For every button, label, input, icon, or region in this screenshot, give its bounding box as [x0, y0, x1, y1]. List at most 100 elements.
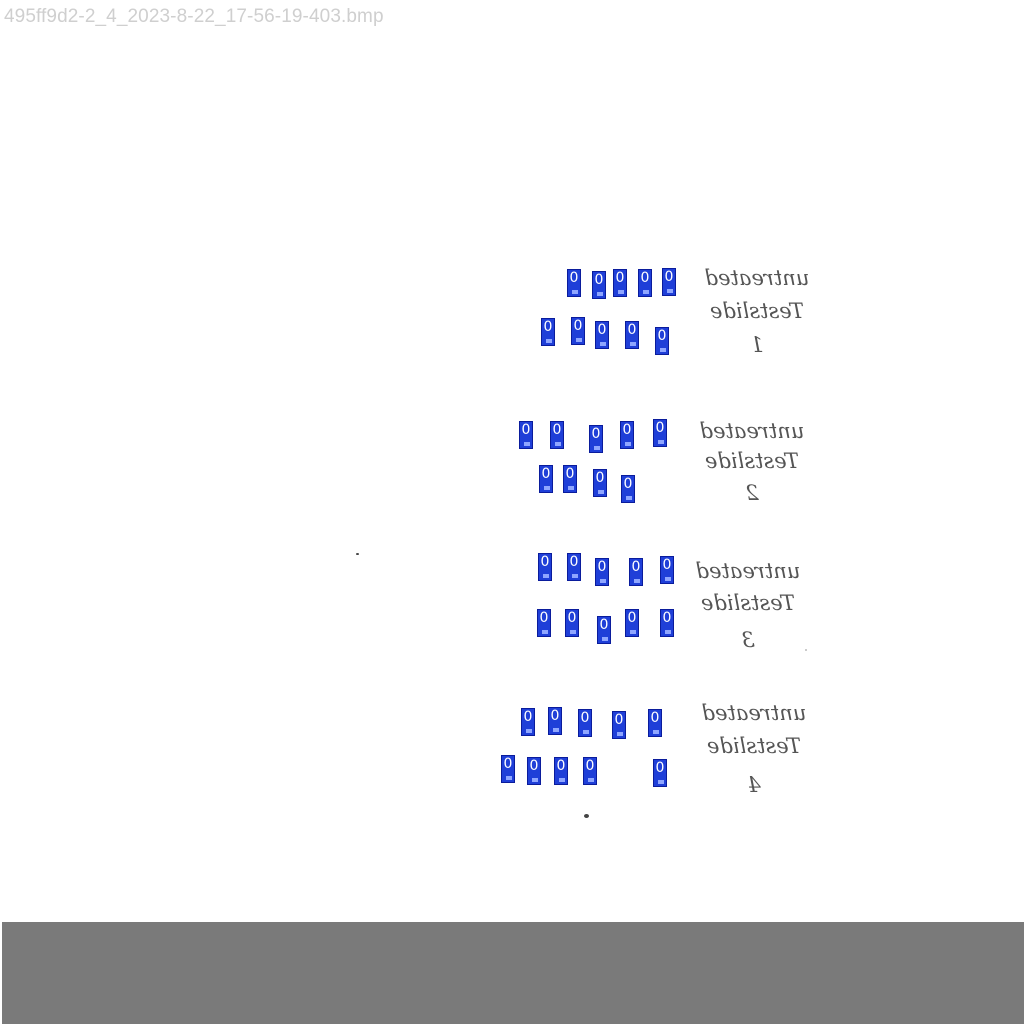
- detection-label: 0: [631, 559, 641, 575]
- detection-marker: [572, 574, 578, 578]
- detection-box: 0: [583, 757, 597, 785]
- handwritten-label-4-line-2: Testslide: [707, 734, 801, 758]
- detection-label: 0: [529, 758, 539, 774]
- detection-label: 0: [503, 756, 513, 772]
- detection-marker: [559, 778, 565, 782]
- detection-label: 0: [664, 269, 674, 285]
- detection-box: 0: [538, 553, 552, 581]
- detection-marker: [570, 630, 576, 634]
- detection-label: 0: [640, 270, 650, 286]
- detection-marker: [630, 342, 636, 346]
- detection-marker: [600, 342, 606, 346]
- detection-marker: [598, 490, 604, 494]
- detection-label: 0: [580, 710, 590, 726]
- detection-marker: [572, 290, 578, 294]
- detection-label: 0: [550, 708, 560, 724]
- handwritten-label-3-line-1: untreated: [696, 559, 801, 583]
- detection-label: 0: [614, 712, 624, 728]
- detection-box: 0: [589, 425, 603, 453]
- detection-marker: [617, 732, 623, 736]
- detection-label: 0: [657, 328, 667, 344]
- handwritten-label-2-line-1: untreated: [700, 419, 805, 443]
- detection-marker: [658, 780, 664, 784]
- detection-box: 0: [595, 558, 609, 586]
- detection-label: 0: [597, 559, 607, 575]
- detection-marker: [626, 496, 632, 500]
- detection-box: 0: [613, 269, 627, 297]
- detection-box: 0: [625, 609, 639, 637]
- detection-marker: [665, 577, 671, 581]
- detection-label: 0: [597, 322, 607, 338]
- handwritten-label-2-line-2: Testslide: [705, 449, 799, 473]
- handwritten-label-1-line-1: untreated: [705, 266, 810, 290]
- detection-marker: [653, 730, 659, 734]
- detection-label: 0: [662, 557, 672, 573]
- image-canvas: 495ff9d2-2_4_2023-8-22_17-56-19-403.bmp …: [4, 6, 810, 818]
- handwritten-label-3-line-2: Testslide: [701, 591, 795, 615]
- detection-marker: [625, 442, 631, 446]
- detection-marker: [618, 290, 624, 294]
- detection-marker: [583, 730, 589, 734]
- detection-marker: [526, 729, 532, 733]
- detection-marker: [658, 440, 664, 444]
- detection-marker: [660, 348, 666, 352]
- handwritten-label-1-line-2: Testslide: [710, 299, 804, 323]
- detection-marker: [602, 637, 608, 641]
- detection-box: 0: [653, 419, 667, 447]
- detection-marker: [555, 442, 561, 446]
- detection-marker: [667, 289, 673, 293]
- detection-box: 0: [550, 421, 564, 449]
- detection-label: 0: [567, 610, 577, 626]
- detection-marker: [594, 446, 600, 450]
- detection-box: 0: [571, 317, 585, 345]
- detection-box: 0: [567, 269, 581, 297]
- detection-box: 0: [567, 553, 581, 581]
- detection-box: 0: [655, 327, 669, 355]
- detection-box: 0: [595, 321, 609, 349]
- detection-label: 0: [540, 554, 550, 570]
- detection-box: 0: [563, 465, 577, 493]
- detection-label: 0: [655, 420, 665, 436]
- detection-box: 0: [537, 609, 551, 637]
- detection-marker: [576, 338, 582, 342]
- detection-box: 0: [541, 318, 555, 346]
- handwritten-label-4: untreated Testslide 4: [702, 701, 807, 797]
- detection-box: 0: [521, 708, 535, 736]
- detection-label: 0: [599, 617, 609, 633]
- detection-box: 0: [653, 759, 667, 787]
- detection-box: 0: [501, 755, 515, 783]
- detection-box: 0: [625, 321, 639, 349]
- detection-marker: [544, 486, 550, 490]
- handwritten-label-4-line-1: untreated: [702, 701, 807, 725]
- image-filename: 495ff9d2-2_4_2023-8-22_17-56-19-403.bmp: [4, 6, 384, 27]
- detection-box: 0: [565, 609, 579, 637]
- handwritten-labels: untreated Testslide 1 untreated Testslid…: [696, 266, 810, 797]
- detection-label: 0: [521, 422, 531, 438]
- detection-label: 0: [627, 610, 637, 626]
- detection-box: 0: [554, 757, 568, 785]
- detection-label: 0: [569, 554, 579, 570]
- detection-label: 0: [541, 466, 551, 482]
- footer-bar: [2, 922, 1024, 1024]
- detection-label: 0: [594, 272, 604, 288]
- detection-box: 0: [620, 421, 634, 449]
- detection-marker: [597, 292, 603, 296]
- detection-label: 0: [627, 322, 637, 338]
- detection-label: 0: [591, 426, 601, 442]
- detection-box: 0: [597, 616, 611, 644]
- detection-label: 0: [650, 710, 660, 726]
- detection-label: 0: [573, 318, 583, 334]
- handwritten-label-2: untreated Testslide 2: [700, 419, 805, 505]
- detection-marker: [588, 778, 594, 782]
- handwritten-label-3-line-3: 3: [741, 628, 754, 652]
- detection-marker: [542, 630, 548, 634]
- detection-box: 0: [539, 465, 553, 493]
- detection-marker: [600, 579, 606, 583]
- handwritten-label-2-line-3: 2: [745, 481, 759, 505]
- detection-label: 0: [523, 709, 533, 725]
- detection-label: 0: [595, 470, 605, 486]
- detection-label: 0: [565, 466, 575, 482]
- detection-box: 0: [621, 475, 635, 503]
- handwritten-label-1-line-3: 1: [750, 333, 763, 357]
- detection-label: 0: [539, 610, 549, 626]
